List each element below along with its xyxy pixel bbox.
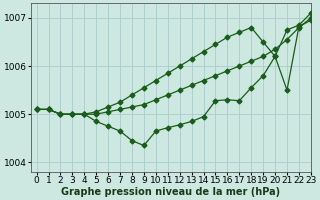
X-axis label: Graphe pression niveau de la mer (hPa): Graphe pression niveau de la mer (hPa) [61,187,280,197]
